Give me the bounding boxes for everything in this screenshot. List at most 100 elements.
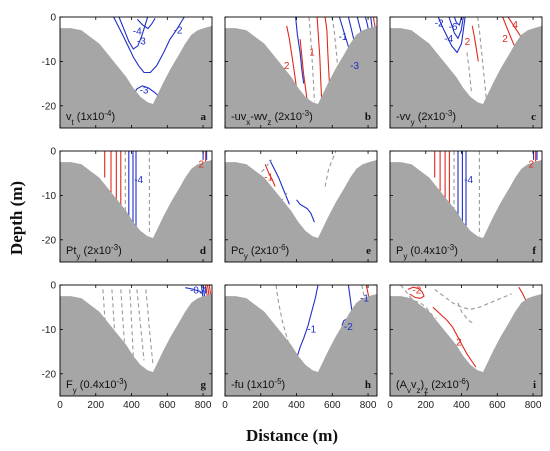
x-tick-label: 200 — [252, 400, 269, 411]
contour-label: -1 — [264, 173, 273, 184]
panel-frame — [59, 16, 213, 129]
x-tick-label: 200 — [417, 400, 434, 411]
contour-zero — [434, 288, 512, 310]
y-tick-label: -10 — [42, 57, 57, 68]
contour-label: 4 — [512, 20, 518, 31]
panel-plot-area: -1 -2 -1 — [225, 285, 377, 396]
contour-label: -4 — [464, 175, 473, 186]
x-tick-label: 0 — [57, 400, 63, 411]
x-tick-label: 800 — [360, 400, 377, 411]
panel-frame — [224, 150, 378, 263]
contour-zero — [466, 52, 473, 93]
panel-variable-label: vt (1x10-4) — [66, 109, 115, 127]
panel-letter: e — [366, 245, 371, 257]
contour-label: 2 — [456, 338, 462, 349]
contour-label: 2 — [284, 61, 290, 72]
contour-label: -3 — [350, 61, 359, 72]
panel-plot-area: -2-4-62 24 — [390, 17, 542, 128]
panel-variable-label: (Avvz)z (2x10-6) — [396, 377, 470, 395]
contour-label: -4 — [134, 175, 143, 186]
panel-frame — [224, 284, 378, 397]
contour-negative — [453, 17, 463, 26]
contour-label: -1 — [360, 293, 369, 304]
bathymetry-fill — [60, 159, 212, 262]
panel-plot-area: -4 2 — [390, 151, 542, 262]
x-tick-label: 600 — [159, 400, 176, 411]
x-tick-label: 0 — [222, 400, 228, 411]
panel-g: -0.4 0 200 400 600 800 0 -10 -20 Fy (0.4x10-3) g — [42, 281, 213, 411]
contour-zero — [275, 285, 290, 343]
y-tick-label: 0 — [50, 13, 56, 24]
panel-letter: g — [201, 379, 207, 391]
panel-plot-area: -2 2 — [390, 285, 542, 396]
contour-positive — [316, 17, 323, 100]
contour-zero — [129, 289, 134, 357]
x-axis-title: Distance (m) — [246, 426, 338, 445]
contour-label: -4 — [133, 27, 142, 38]
bathymetry-fill — [225, 293, 377, 396]
y-tick-label: 0 — [50, 147, 56, 158]
panel-e: -1 Pcy (2x10-6) e — [224, 150, 378, 263]
panel-variable-label: -fu (1x10-5) — [231, 377, 285, 392]
bathymetry-fill — [225, 159, 377, 262]
contour-label: 2 — [528, 159, 534, 170]
contour-label: -2 — [174, 25, 183, 36]
x-tick-label: 800 — [195, 400, 212, 411]
contour-zero — [324, 151, 337, 187]
contour-negative — [295, 17, 305, 84]
y-tick-label: 0 — [50, 281, 56, 292]
contour-negative — [185, 287, 204, 295]
contour-negative — [131, 85, 160, 98]
panel-frame — [389, 150, 543, 263]
panel-plot-area: -1 — [225, 151, 377, 262]
panel-d: -4 2 0 -10 -20 Pty (2x10-3) d — [42, 147, 213, 263]
contour-label: 1 — [309, 48, 315, 59]
panel-c: -2-4-62 24-vvy (2x10-3) c — [389, 16, 543, 129]
panel-letter: h — [365, 379, 371, 391]
panel-letter: a — [201, 111, 207, 123]
contour-label: -2 — [344, 322, 353, 333]
contour-label: -3 — [137, 36, 146, 47]
contour-label: -2 — [435, 19, 444, 30]
bathymetry-fill — [390, 159, 542, 262]
x-tick-label: 0 — [387, 400, 393, 411]
panel-plot-area: -0.4 — [60, 285, 212, 396]
contour-positive — [432, 306, 477, 368]
x-tick-label: 400 — [453, 400, 470, 411]
bathymetry-fill — [60, 293, 212, 396]
contour-label: -0.4 — [190, 285, 208, 296]
contour-positive — [264, 164, 276, 187]
panel-plot-area: -4 2 — [60, 151, 212, 262]
y-tick-label: -10 — [42, 325, 57, 336]
x-tick-label: 800 — [525, 400, 542, 411]
panel-letter: d — [200, 245, 206, 257]
panel-variable-label: Fy (0.4x10-3) — [66, 377, 127, 395]
contour-zero — [136, 289, 145, 361]
contour-label: -2 — [412, 285, 421, 296]
panel-variable-label: Py (0.4x10-3) — [396, 243, 458, 261]
x-tick-label: 200 — [87, 400, 104, 411]
contour-label: 2 — [502, 34, 508, 45]
panel-b: 2 1 -1 -3 -uvx-wvz (2x10-3) b — [224, 16, 378, 129]
contour-negative — [136, 18, 156, 30]
y-axis-title: Depth (m) — [7, 181, 26, 255]
contour-positive — [471, 25, 479, 62]
panel-letter: f — [532, 245, 536, 257]
bathymetry-fill — [390, 25, 542, 128]
panel-frame — [389, 16, 543, 129]
contour-negative — [437, 17, 466, 54]
panel-variable-label: Pty (2x10-3) — [66, 243, 122, 261]
panel-letter: i — [533, 379, 536, 391]
contour-positive — [407, 286, 425, 299]
panel-f: -4 2 Py (0.4x10-3) f — [389, 150, 543, 263]
contour-label: 2 — [198, 159, 204, 170]
contour-zero — [331, 17, 339, 71]
x-tick-label: 400 — [123, 400, 140, 411]
y-tick-label: -20 — [42, 235, 57, 246]
contour-zero — [457, 302, 473, 324]
contour-label: -1 — [339, 32, 348, 43]
contour-negative — [296, 199, 315, 223]
